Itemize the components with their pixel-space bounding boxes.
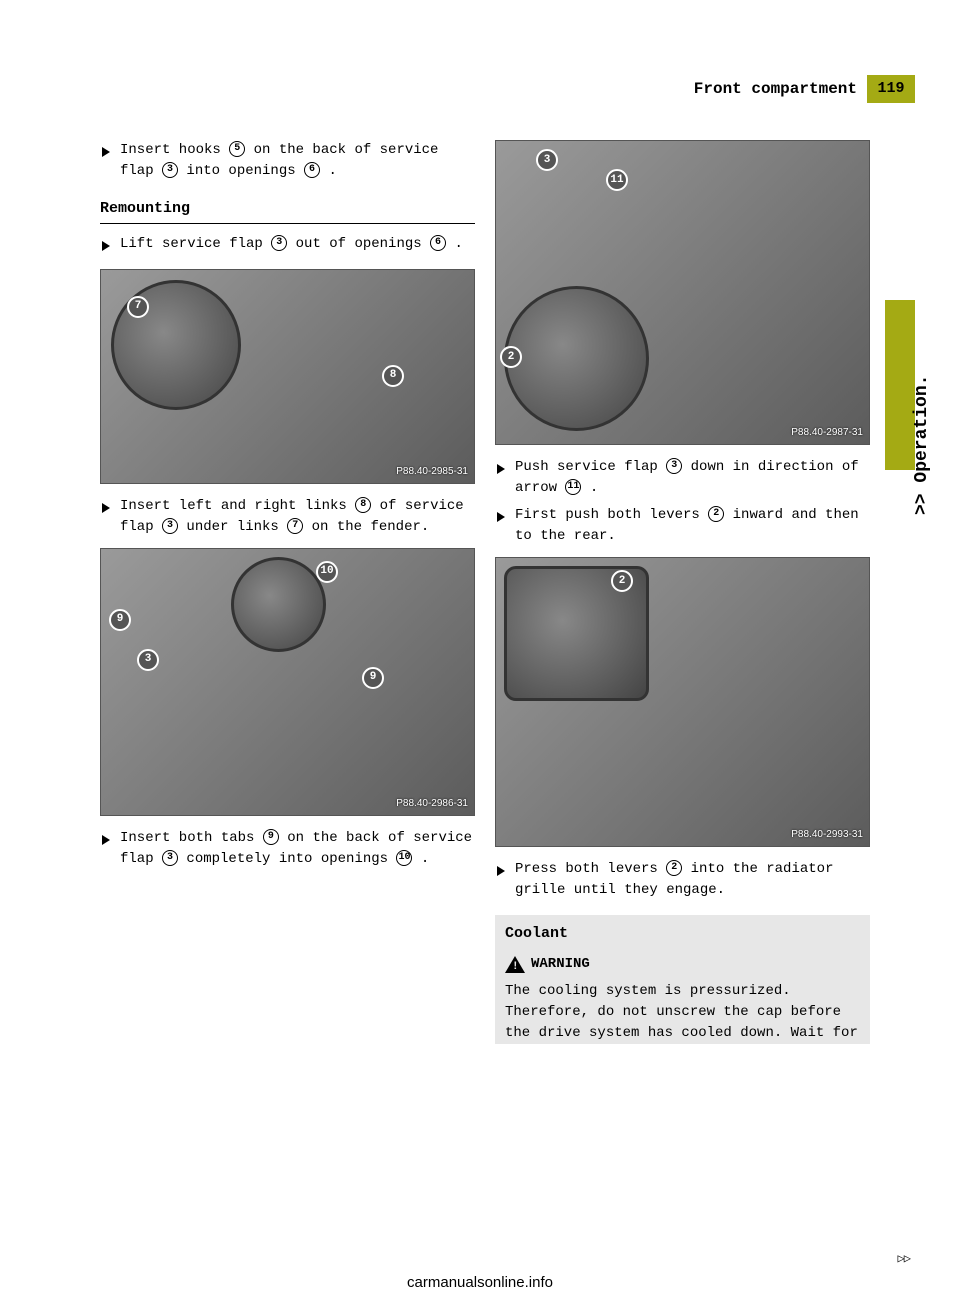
page: Front compartment 119 >> Operation. Inse… — [0, 0, 960, 1302]
callout-2: 2 — [611, 570, 633, 592]
ref-8: 8 — [355, 497, 371, 513]
ref-2: 2 — [666, 860, 682, 876]
callout-7: 7 — [127, 296, 149, 318]
page-header: Front compartment 119 — [100, 75, 915, 103]
step-text: Insert left and right links 8 of service… — [120, 496, 475, 538]
callout-2: 2 — [500, 346, 522, 368]
step-lift-flap: Lift service flap 3 out of openings 6 . — [100, 234, 475, 259]
step-text: Lift service flap 3 out of openings 6 . — [120, 234, 475, 255]
callout-8: 8 — [382, 365, 404, 387]
callout-10: 10 — [316, 561, 338, 583]
bullet-icon — [497, 863, 511, 884]
coolant-title: Coolant — [505, 923, 860, 946]
ref-6: 6 — [430, 235, 446, 251]
callout-3: 3 — [137, 649, 159, 671]
figure-ref: P88.40-2987-31 — [791, 425, 863, 440]
ref-5: 5 — [229, 141, 245, 157]
ref-10: 10 — [396, 850, 412, 866]
ref-7: 7 — [287, 518, 303, 534]
step-press-levers: Press both levers 2 into the radiator gr… — [495, 859, 870, 901]
bullet-icon — [102, 238, 116, 259]
continue-icon: ▷▷ — [898, 1250, 910, 1268]
step-text: First push both levers 2 inward and then… — [515, 505, 870, 547]
warning-body: The cooling system is pressurized. There… — [505, 981, 860, 1044]
bullet-icon — [497, 509, 511, 530]
step-insert-tabs: Insert both tabs 9 on the back of servic… — [100, 828, 475, 870]
callout-9: 9 — [109, 609, 131, 631]
figure-2986: 9 3 10 9 P88.40-2986-31 — [100, 548, 475, 816]
ref-3: 3 — [162, 518, 178, 534]
step-text: Press both levers 2 into the radiator gr… — [515, 859, 870, 901]
ref-3: 3 — [162, 162, 178, 178]
ref-3: 3 — [666, 458, 682, 474]
step-text: Insert both tabs 9 on the back of servic… — [120, 828, 475, 870]
warning-label: WARNING — [531, 954, 590, 975]
figure-2987: 3 11 2 P88.40-2987-31 — [495, 140, 870, 445]
step-text: Push service flap 3 down in direction of… — [515, 457, 870, 499]
content-columns: Insert hooks 5 on the back of service fl… — [100, 140, 870, 1242]
step-insert-hooks: Insert hooks 5 on the back of service fl… — [100, 140, 475, 182]
warning-icon — [505, 956, 525, 973]
figure-2993: 2 P88.40-2993-31 — [495, 557, 870, 847]
ref-3: 3 — [162, 850, 178, 866]
coolant-section: Coolant WARNING The cooling system is pr… — [495, 915, 870, 1044]
step-text: Insert hooks 5 on the back of service fl… — [120, 140, 475, 182]
step-push-levers: First push both levers 2 inward and then… — [495, 505, 870, 547]
ref-6: 6 — [304, 162, 320, 178]
step-push-flap: Push service flap 3 down in direction of… — [495, 457, 870, 499]
footer-source: carmanualsonline.info — [0, 1272, 960, 1295]
page-number: 119 — [867, 75, 915, 103]
header-title: Front compartment — [100, 75, 867, 103]
step-insert-links: Insert left and right links 8 of service… — [100, 496, 475, 538]
right-column: 3 11 2 P88.40-2987-31 Push service flap … — [495, 140, 870, 1242]
ref-11: 11 — [565, 479, 581, 495]
detail-lens — [231, 557, 326, 652]
left-column: Insert hooks 5 on the back of service fl… — [100, 140, 475, 1242]
bullet-icon — [102, 144, 116, 165]
heading-remounting: Remounting — [100, 198, 475, 224]
callout-3: 3 — [536, 149, 558, 171]
bullet-icon — [497, 461, 511, 482]
warning-heading: WARNING — [505, 954, 860, 975]
ref-3: 3 — [271, 235, 287, 251]
side-section-label: >> Operation. — [909, 485, 936, 515]
bullet-icon — [102, 500, 116, 521]
figure-ref: P88.40-2985-31 — [396, 464, 468, 479]
figure-2985: 7 8 P88.40-2985-31 — [100, 269, 475, 484]
figure-ref: P88.40-2986-31 — [396, 796, 468, 811]
bullet-icon — [102, 832, 116, 853]
ref-2: 2 — [708, 506, 724, 522]
detail-lens — [504, 286, 649, 431]
side-tab — [885, 300, 915, 470]
callout-11: 11 — [606, 169, 628, 191]
ref-9: 9 — [263, 829, 279, 845]
callout-9: 9 — [362, 667, 384, 689]
figure-ref: P88.40-2993-31 — [791, 827, 863, 842]
